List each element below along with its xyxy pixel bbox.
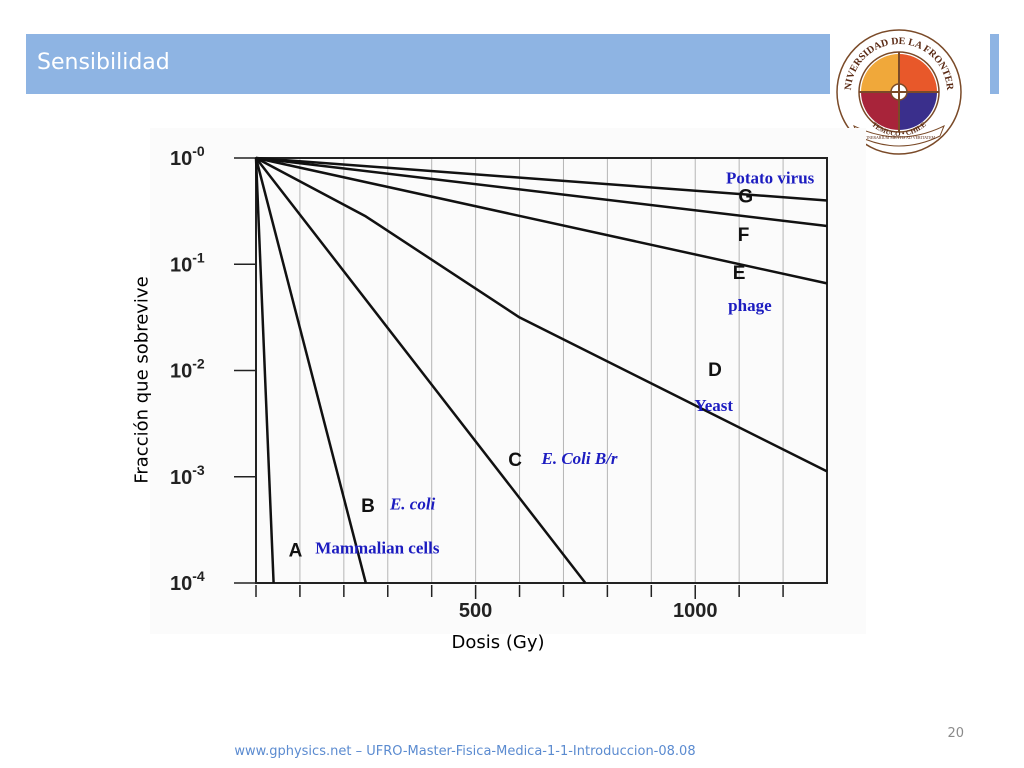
series-letter-e: E [733,263,746,284]
logo-motto: ITINERARIUM MENTIS AD VERITATEM [863,135,936,140]
university-seal: UNIVERSIDAD DE LA FRONTERA TEMUCO • CHIL… [832,22,962,155]
series-line-e [255,156,828,285]
series-organism-a: Mammalian cells [315,538,440,557]
series-organism-c: E. Coli B/r [541,449,618,468]
tick-layer: 500 1000 10-0 10-1 10-2 10-3 10-4 [170,143,784,622]
line-layer [254,156,828,584]
grid-layer [299,158,784,583]
series-line-c [255,157,587,584]
series-line-a [254,157,275,584]
title-bar-accent [990,34,999,94]
survival-chart: 500 1000 10-0 10-1 10-2 10-3 10-4 A Mammalian c… [150,128,866,634]
x-tick-label: 1000 [673,600,718,622]
series-organism-e: phage [728,296,772,315]
chart-svg: 500 1000 10-0 10-1 10-2 10-3 10-4 A Mammalian c… [150,128,866,634]
y-tick-label: 10-1 [170,249,205,276]
y-tick-label: 10-2 [170,356,205,383]
series-letter-c: C [508,450,522,471]
series-letter-g: G [738,187,753,208]
label-layer: A Mammalian cells B E. coli C E. Coli B/r D Yea… [289,169,815,562]
series-letter-b: B [361,496,375,517]
university-logo: UNIVERSIDAD DE LA FRONTERA TEMUCO • CHIL… [832,22,966,156]
slide-title: Sensibilidad [37,50,170,75]
y-axis-label: Fracción que sobrevive [131,276,153,484]
series-organism-d: Yeast [694,396,733,415]
series-line-b [254,157,368,584]
footer-text: www.gphysics.net – UFRO-Master-Fisica-Me… [234,744,696,759]
page-number: 20 [947,726,964,741]
y-tick-label: 10-0 [170,143,205,170]
title-bar: Sensibilidad [26,34,830,94]
y-tick-label: 10-3 [170,462,205,489]
series-line-d [255,156,828,473]
series-line-f [255,156,828,228]
y-tick-label: 10-4 [170,568,205,595]
x-tick-label: 500 [459,600,492,622]
series-letter-f: F [738,225,750,246]
x-axis-label: Dosis (Gy) [451,632,545,653]
series-organism-g: Potato virus [726,169,815,188]
series-organism-b: E. coli [389,495,436,514]
series-letter-a: A [289,540,303,561]
series-line-g [255,156,828,202]
series-letter-d: D [708,360,722,381]
